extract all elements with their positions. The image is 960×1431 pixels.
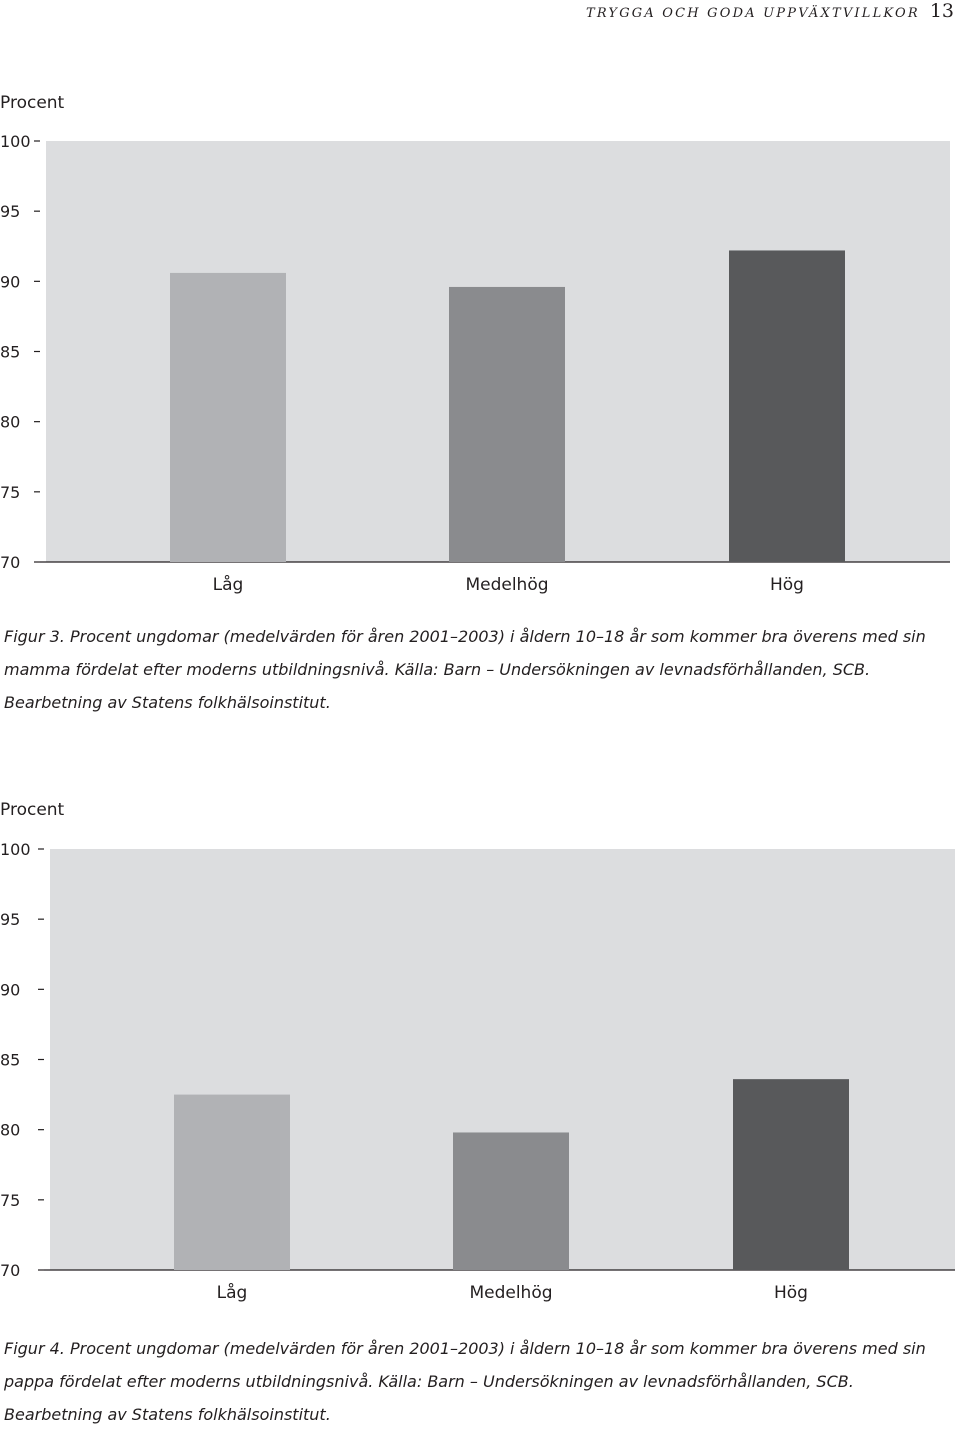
category-label: Medelhög bbox=[469, 1283, 552, 1303]
y-tick-label: 95 bbox=[0, 202, 20, 221]
page-number: 13 bbox=[929, 0, 954, 22]
y-tick-label: 100 bbox=[0, 132, 31, 151]
category-label: Medelhög bbox=[465, 575, 548, 595]
y-tick-label: 70 bbox=[0, 1261, 20, 1280]
figure-3-caption: Figur 3. Procent ungdomar (medelvärden f… bbox=[4, 627, 926, 712]
category-label: Hög bbox=[774, 1283, 808, 1303]
y-tick-label: 80 bbox=[0, 1121, 20, 1140]
running-title: TRYGGA OCH GODA UPPVÄXTVILLKOR bbox=[585, 6, 920, 21]
y-tick-label: 95 bbox=[0, 910, 20, 929]
y-tick-label: 85 bbox=[0, 343, 20, 362]
y-tick-label: 85 bbox=[0, 1051, 20, 1070]
y-tick-label: 75 bbox=[0, 1191, 20, 1210]
y-tick-label: 90 bbox=[0, 272, 20, 291]
category-label: Låg bbox=[217, 1282, 248, 1303]
y-tick-label: 80 bbox=[0, 413, 20, 432]
figure-4-chart: Procent 100 95 90 85 80 75 70 Låg Medelhög Hög bbox=[0, 795, 960, 1315]
bar-1 bbox=[453, 1132, 569, 1270]
y-axis-unit-label: Procent bbox=[0, 93, 65, 113]
bar-0 bbox=[174, 1094, 290, 1270]
y-axis-unit-label: Procent bbox=[0, 800, 65, 820]
y-tick-label: 70 bbox=[0, 553, 20, 572]
y-tick-label: 90 bbox=[0, 980, 20, 999]
running-head: TRYGGA OCH GODA UPPVÄXTVILLKOR 13 bbox=[586, 0, 954, 22]
bar-1 bbox=[449, 286, 565, 562]
category-label: Hög bbox=[770, 575, 804, 595]
figure-3-chart: Procent 100 95 90 85 80 75 70 Låg Medelhög Hög bbox=[0, 88, 960, 608]
figure-4-caption: Figur 4. Procent ungdomar (medelvärden f… bbox=[4, 1339, 926, 1424]
category-label: Låg bbox=[213, 574, 244, 595]
y-tick-label: 75 bbox=[0, 483, 20, 502]
bar-2 bbox=[733, 1079, 849, 1270]
bar-0 bbox=[170, 272, 286, 562]
y-tick-label: 100 bbox=[0, 840, 31, 859]
figure-4-svg: Procent 100 95 90 85 80 75 70 Låg Medelhög Hög bbox=[0, 800, 955, 1303]
figure-3-svg: Procent 100 95 90 85 80 75 70 Låg Medelhög Hög bbox=[0, 93, 950, 595]
bar-2 bbox=[729, 250, 845, 562]
